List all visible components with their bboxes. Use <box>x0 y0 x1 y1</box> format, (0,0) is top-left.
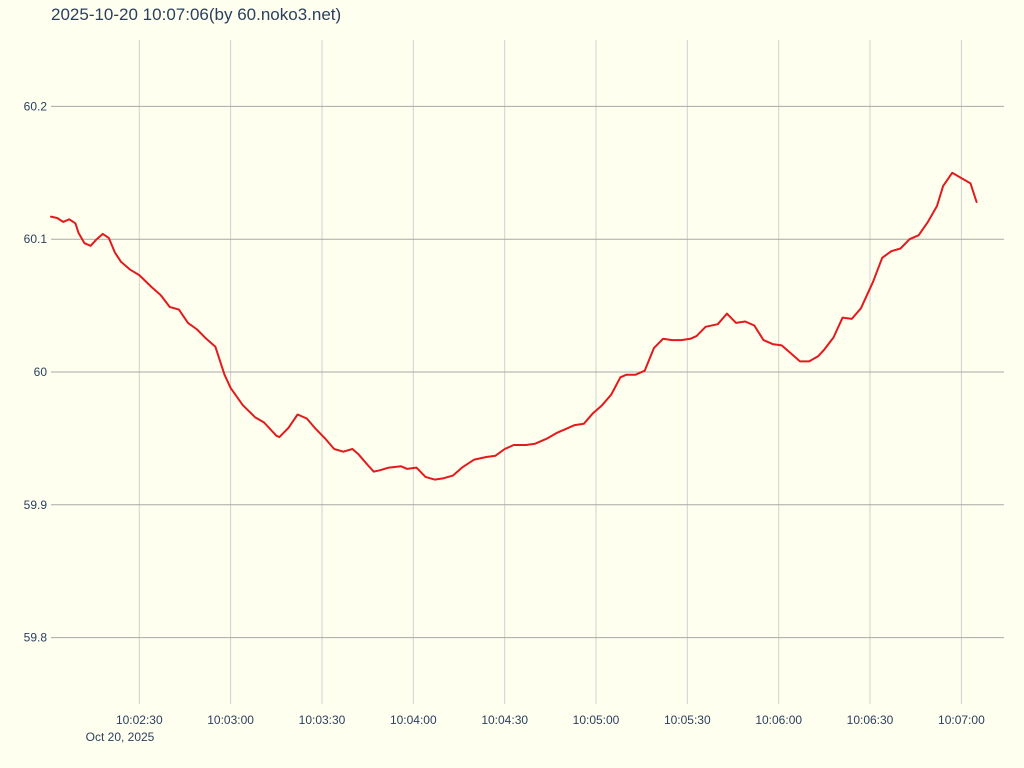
y-tick-label: 60.2 <box>24 99 48 113</box>
y-tick-label: 59.8 <box>24 631 48 645</box>
x-tick-label: 10:03:00 <box>207 713 254 727</box>
y-tick-labels: 60.2 60.1 60 59.9 59.8 <box>24 99 48 644</box>
y-tick-label: 59.9 <box>24 498 48 512</box>
y-tick-label: 60.1 <box>24 232 48 246</box>
x-tick-label: 10:05:00 <box>573 713 620 727</box>
series-layer <box>50 171 978 481</box>
x-tick-label: 10:02:30 <box>116 713 163 727</box>
x-tick-label: 10:07:00 <box>938 713 985 727</box>
y-tick-label: 60 <box>34 365 48 379</box>
x-tick-label: 10:05:30 <box>664 713 711 727</box>
series-line-0 <box>50 171 978 481</box>
x-axis-date-label: Oct 20, 2025 <box>86 730 155 744</box>
x-tick-labels: 10:02:30 10:03:00 10:03:30 10:04:00 10:04:30… <box>116 713 985 727</box>
x-tick-label: 10:06:00 <box>755 713 802 727</box>
x-tick-label: 10:03:30 <box>299 713 346 727</box>
chart-title: 2025-10-20 10:07:06(by 60.noko3.net) <box>51 5 341 24</box>
y-gridlines <box>51 105 1004 639</box>
x-tick-label: 10:04:00 <box>390 713 437 727</box>
x-tick-label: 10:04:30 <box>481 713 528 727</box>
x-tick-label: 10:06:30 <box>847 713 894 727</box>
